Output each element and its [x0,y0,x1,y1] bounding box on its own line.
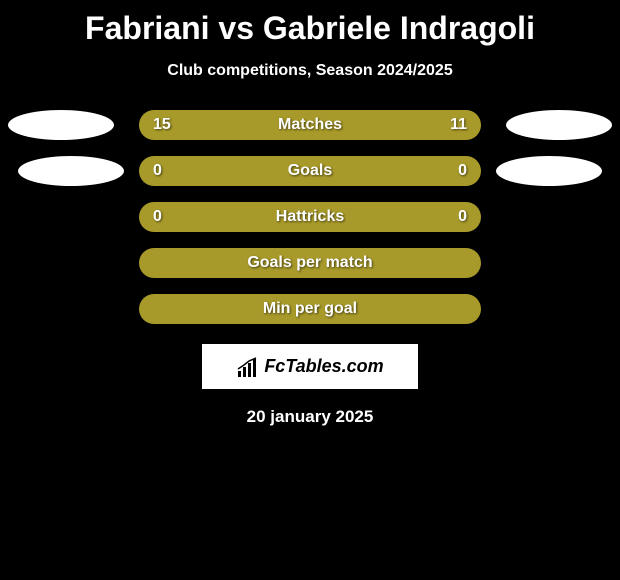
stat-bar: 0 Hattricks 0 [139,202,481,232]
logo-text: FcTables.com [264,356,383,377]
chart-icon [236,357,260,377]
stat-row: Min per goal [0,294,620,324]
stat-row: Goals per match [0,248,620,278]
logo-box: FcTables.com [202,344,418,389]
logo-content: FcTables.com [236,356,383,377]
stat-value-right: 0 [437,208,467,226]
stat-value-right: 0 [437,162,467,180]
stat-bar: 0 Goals 0 [139,156,481,186]
stat-row: 0 Hattricks 0 [0,202,620,232]
stat-row: 15 Matches 11 [0,110,620,140]
stat-bar: 15 Matches 11 [139,110,481,140]
stat-bar: Min per goal [139,294,481,324]
stat-value-left: 0 [153,162,183,180]
stat-label: Matches [278,116,342,134]
player-ellipse-left [18,156,124,186]
player-ellipse-right [496,156,602,186]
stats-container: 15 Matches 11 0 Goals 0 0 Hattricks 0 Goals per m… [0,110,620,324]
date-text: 20 january 2025 [0,407,620,427]
stat-label: Hattricks [276,208,344,226]
stat-value-left: 0 [153,208,183,226]
stat-row: 0 Goals 0 [0,156,620,186]
stat-value-left: 15 [153,116,183,134]
player-ellipse-right [506,110,612,140]
stat-label: Min per goal [263,300,357,318]
stat-value-right: 11 [437,116,467,134]
player-ellipse-left [8,110,114,140]
comparison-title: Fabriani vs Gabriele Indragoli [0,0,620,47]
comparison-subtitle: Club competitions, Season 2024/2025 [0,62,620,80]
stat-bar: Goals per match [139,248,481,278]
stat-label: Goals per match [247,254,372,272]
stat-label: Goals [288,162,332,180]
